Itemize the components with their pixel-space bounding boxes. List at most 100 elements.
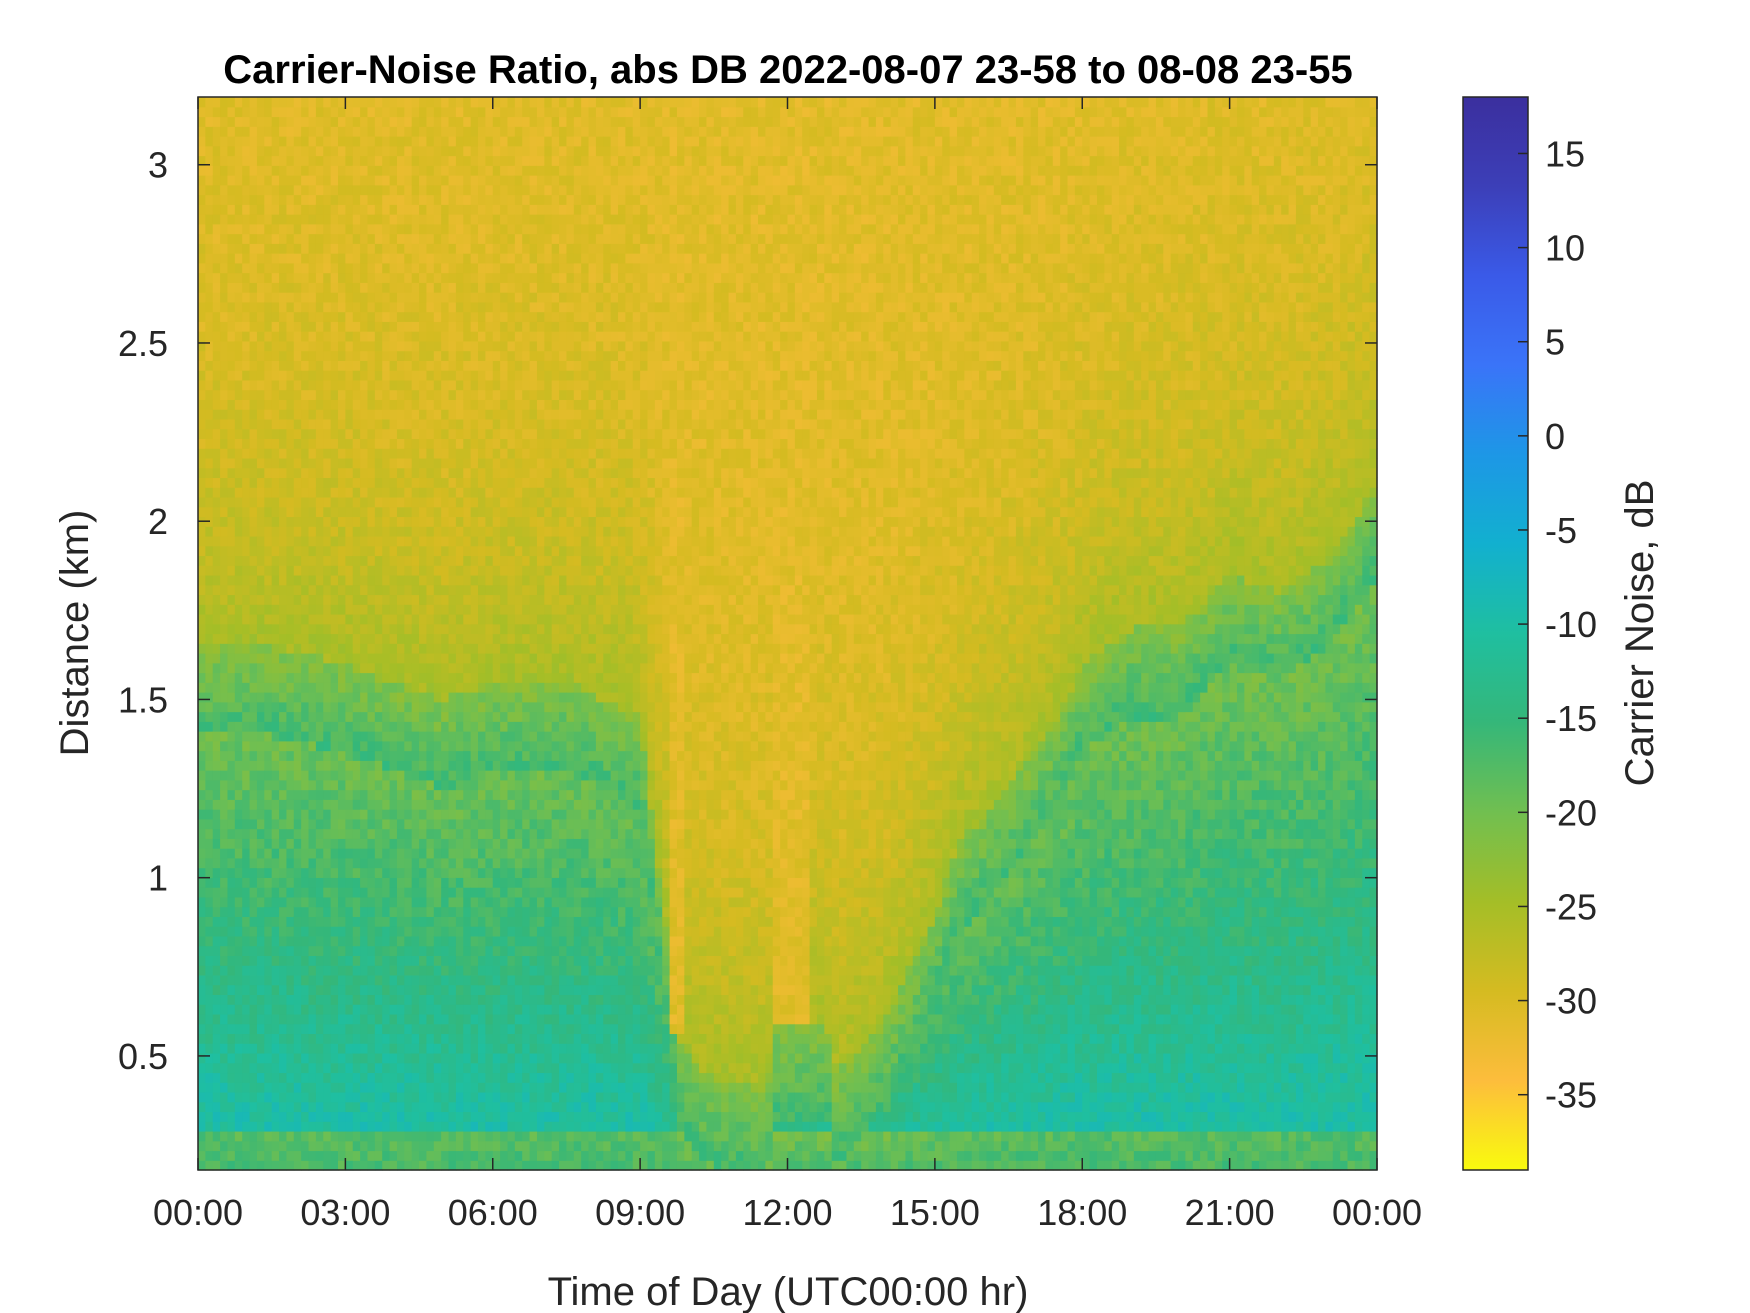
heatmap-cell xyxy=(301,623,310,635)
heatmap-cell xyxy=(419,799,428,810)
heatmap-cell xyxy=(514,682,523,693)
heatmap-cell xyxy=(507,984,516,996)
heatmap-cell xyxy=(212,389,221,400)
heatmap-cell xyxy=(249,633,258,644)
heatmap-cell xyxy=(234,906,243,917)
heatmap-cell xyxy=(256,1140,265,1152)
heatmap-cell xyxy=(286,1082,295,1093)
heatmap-cell xyxy=(286,867,295,878)
heatmap-cell xyxy=(308,467,317,479)
heatmap-cell xyxy=(463,613,472,625)
heatmap-cell xyxy=(256,838,265,849)
heatmap-cell xyxy=(382,828,391,839)
heatmap-cell xyxy=(234,682,243,693)
heatmap-cell xyxy=(242,1101,251,1113)
heatmap-cell xyxy=(271,457,280,469)
heatmap-cell xyxy=(198,1072,206,1083)
heatmap-cell xyxy=(286,955,295,966)
heatmap-cell xyxy=(492,1160,501,1171)
heatmap-cell xyxy=(441,1033,450,1044)
heatmap-cell xyxy=(485,165,494,176)
heatmap-cell xyxy=(212,633,221,644)
heatmap-cell xyxy=(470,389,479,400)
heatmap-cell xyxy=(411,731,420,742)
heatmap-cell xyxy=(271,214,280,225)
heatmap-cell xyxy=(338,389,346,400)
heatmap-cell xyxy=(301,1023,310,1035)
heatmap-cell xyxy=(205,487,214,498)
heatmap-cell xyxy=(419,487,428,498)
heatmap-cell xyxy=(419,1160,428,1171)
heatmap-cell xyxy=(500,301,509,313)
heatmap-cell xyxy=(234,1043,243,1054)
heatmap-cell xyxy=(293,974,302,986)
heatmap-cell xyxy=(463,350,472,361)
heatmap-cell xyxy=(507,818,516,830)
heatmap-cell xyxy=(264,321,273,332)
heatmap-cell xyxy=(234,418,243,430)
heatmap-cell xyxy=(279,1101,288,1113)
heatmap-cell xyxy=(360,506,369,518)
heatmap-cell xyxy=(264,1013,273,1025)
heatmap-cell xyxy=(271,926,280,937)
heatmap-cell xyxy=(404,467,413,479)
heatmap-cell xyxy=(286,487,295,498)
heatmap-cell xyxy=(227,916,236,927)
heatmap-cell xyxy=(279,779,288,791)
heatmap-cell xyxy=(256,116,265,127)
heatmap-cell xyxy=(286,701,295,713)
heatmap-cell xyxy=(419,623,428,635)
heatmap-cell xyxy=(470,136,479,147)
heatmap-cell xyxy=(382,643,391,654)
heatmap-cell xyxy=(198,740,206,752)
heatmap-cell xyxy=(433,828,442,839)
heatmap-cell xyxy=(227,282,236,293)
heatmap-cell xyxy=(478,584,486,596)
heatmap-cell xyxy=(367,1130,376,1142)
heatmap-cell xyxy=(426,1140,435,1152)
heatmap-cell xyxy=(308,584,317,596)
heatmap-cell xyxy=(419,984,428,996)
heatmap-cell xyxy=(264,994,273,1005)
heatmap-cell xyxy=(338,214,346,225)
heatmap-cell xyxy=(345,418,354,430)
heatmap-cell xyxy=(500,1072,509,1083)
heatmap-cell xyxy=(367,1033,376,1044)
heatmap-cell xyxy=(315,165,324,176)
heatmap-cell xyxy=(220,97,229,108)
heatmap-cell xyxy=(426,1091,435,1103)
heatmap-cell xyxy=(323,945,332,956)
heatmap-cell xyxy=(264,175,273,186)
heatmap-cell xyxy=(330,828,339,839)
heatmap-cell xyxy=(242,828,251,839)
heatmap-cell xyxy=(514,711,523,722)
heatmap-cell xyxy=(242,740,251,752)
heatmap-cell xyxy=(389,731,398,742)
heatmap-cell xyxy=(426,701,435,713)
heatmap-cell xyxy=(441,721,450,732)
heatmap-cell xyxy=(396,1121,405,1132)
heatmap-cell xyxy=(514,1062,523,1074)
heatmap-cell xyxy=(256,965,265,976)
heatmap-cell xyxy=(198,194,206,205)
heatmap-cell xyxy=(404,545,413,557)
heatmap-cell xyxy=(338,633,346,644)
heatmap-cell xyxy=(404,204,413,215)
heatmap-cell xyxy=(448,1043,457,1054)
heatmap-cell xyxy=(433,165,442,176)
heatmap-cell xyxy=(330,857,339,869)
heatmap-cell xyxy=(441,672,450,683)
heatmap-cell xyxy=(242,516,251,527)
heatmap-cell xyxy=(264,496,273,508)
heatmap-cell xyxy=(441,379,450,391)
heatmap-cell xyxy=(271,740,280,752)
heatmap-cell xyxy=(256,126,265,137)
heatmap-cell xyxy=(389,379,398,391)
heatmap-cell xyxy=(382,906,391,917)
heatmap-cell xyxy=(404,292,413,303)
heatmap-cell xyxy=(301,1062,310,1074)
heatmap-cell xyxy=(470,838,479,849)
heatmap-cell xyxy=(286,389,295,400)
heatmap-cell xyxy=(234,1160,243,1171)
heatmap-cell xyxy=(500,965,509,976)
